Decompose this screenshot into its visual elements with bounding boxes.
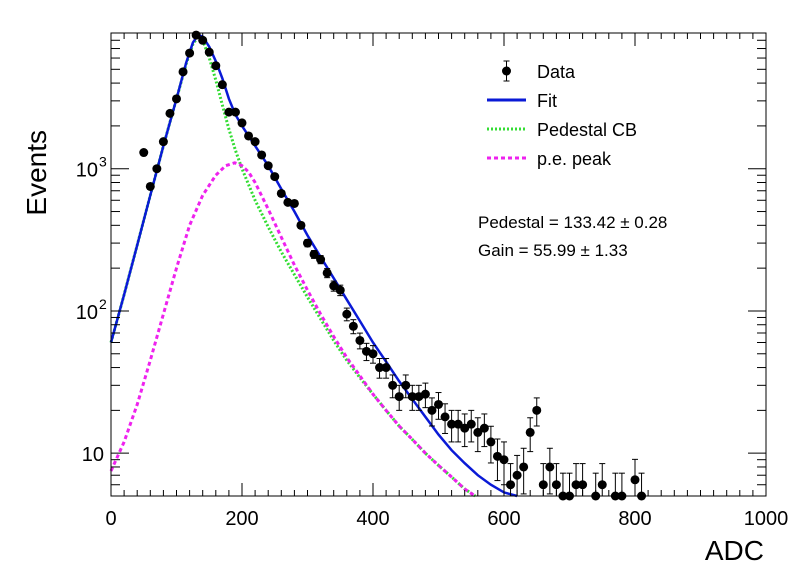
data-point (224, 107, 234, 117)
data-point (355, 332, 365, 350)
data-point (525, 417, 535, 453)
data-point (506, 463, 516, 496)
data-point (401, 374, 411, 399)
data-point (237, 118, 247, 128)
x-tick-label: 1000 (744, 508, 789, 530)
legend-label: Fit (537, 91, 557, 111)
x-tick-labels: 0 200 400 600 800 1000 (105, 508, 788, 530)
data-point (532, 397, 542, 427)
legend-marker (502, 66, 511, 76)
data-point (217, 80, 227, 90)
data-point (316, 255, 326, 265)
data-point (329, 280, 339, 292)
data-point (479, 413, 489, 448)
legend-item-data: Data (502, 60, 576, 82)
data-point (512, 454, 522, 496)
data-point (388, 374, 398, 399)
data-point (571, 463, 581, 496)
data-point (486, 425, 496, 464)
x-tick-label: 800 (618, 508, 651, 530)
legend-label: Pedestal CB (537, 120, 637, 140)
y-tick-exponent: 3 (99, 154, 107, 170)
x-tick-label: 0 (105, 508, 116, 530)
data-point (348, 319, 358, 335)
data-point (270, 172, 280, 182)
data-point (204, 47, 214, 57)
data-point (158, 137, 168, 147)
data-point (309, 249, 319, 259)
data-point (473, 417, 483, 453)
data-point (492, 438, 502, 482)
x-tick-label: 600 (487, 508, 520, 530)
data-point (165, 108, 175, 118)
data-point (420, 382, 430, 409)
y-axis-label: Events (21, 130, 52, 216)
y-axis-ticks (111, 32, 766, 497)
data-point (322, 268, 332, 279)
data-point (407, 384, 417, 411)
data-points-layer (139, 30, 647, 501)
x-tick-label: 200 (225, 508, 258, 530)
curve-pedestal-cb (109, 34, 477, 498)
y-tick-label: 10 (82, 444, 104, 466)
data-point (427, 397, 437, 427)
data-point (335, 284, 345, 297)
legend-item-fit: Fit (487, 91, 557, 111)
data-point (178, 67, 188, 77)
y-tick-exponent: 2 (99, 296, 107, 312)
data-point (230, 107, 240, 117)
y-tick-label: 10 (76, 302, 98, 324)
legend-label: Data (537, 62, 576, 82)
data-point (375, 357, 385, 379)
data-point (368, 345, 378, 364)
data-point (139, 148, 149, 158)
data-point (257, 150, 267, 160)
pedestal-annotation: Pedestal = 133.42 ± 0.28 (478, 213, 667, 232)
data-point (152, 164, 162, 174)
data-point (289, 198, 299, 208)
data-point (263, 161, 273, 171)
data-point (519, 447, 529, 495)
data-point (440, 403, 450, 434)
data-point (296, 220, 306, 230)
data-point (198, 35, 208, 45)
data-point (145, 181, 155, 191)
data-point (453, 409, 463, 443)
legend-item-pedestal-cb: Pedestal CB (487, 120, 637, 140)
data-point (185, 48, 195, 58)
x-tick-label: 400 (356, 508, 389, 530)
data-point (342, 307, 352, 322)
data-point (172, 94, 181, 104)
data-point (381, 357, 391, 379)
data-point (394, 384, 404, 411)
data-point (499, 441, 509, 486)
data-point (460, 413, 470, 448)
data-point (597, 463, 607, 496)
data-point (303, 238, 312, 248)
data-point (447, 409, 457, 443)
data-point (250, 137, 260, 147)
legend: Data Fit Pedestal CB p.e. peak (487, 60, 637, 169)
curve-p-e-peak (109, 161, 477, 498)
data-point (244, 131, 254, 141)
legend-label: p.e. peak (537, 149, 612, 169)
x-axis-label: ADC (705, 535, 764, 566)
data-point (434, 392, 443, 420)
gain-annotation: Gain = 55.99 ± 1.33 (478, 241, 628, 260)
data-point (211, 61, 221, 71)
legend-item-p-e-peak: p.e. peak (487, 149, 612, 169)
y-tick-label: 10 (76, 160, 98, 182)
data-point (276, 188, 286, 198)
data-point (545, 447, 555, 495)
data-point (466, 409, 476, 443)
